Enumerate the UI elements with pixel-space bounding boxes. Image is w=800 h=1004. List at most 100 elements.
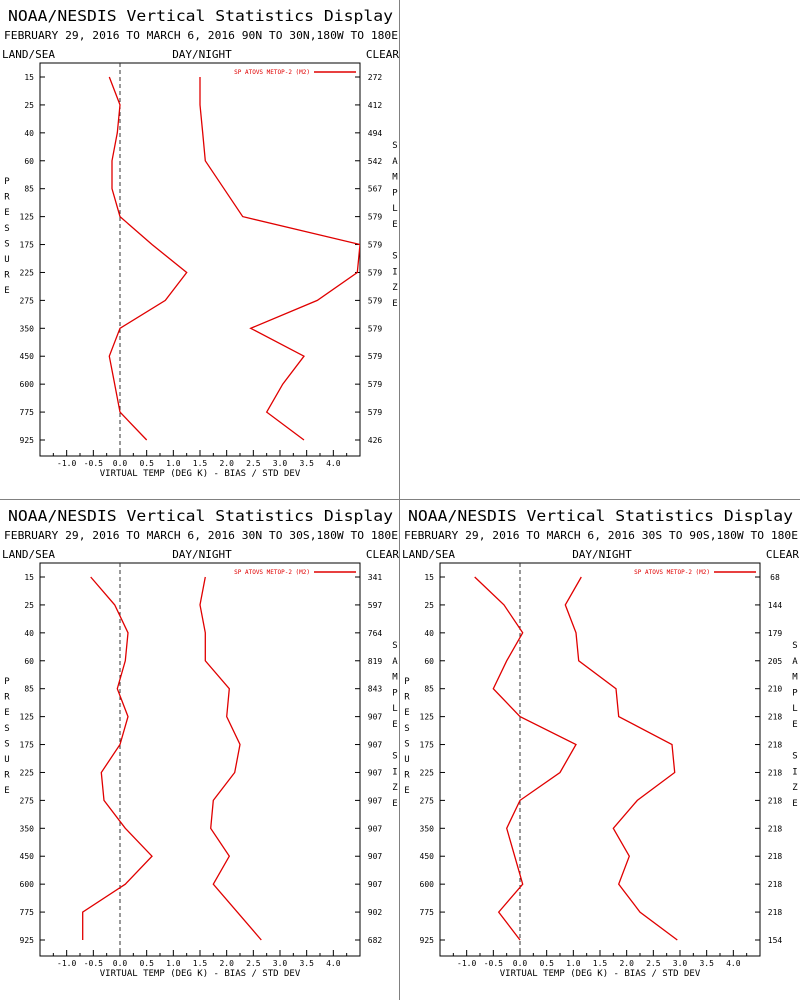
pressure-level-label: 60 [24,157,34,166]
sample-size-label: 218 [768,852,783,861]
x-tick-label: 2.0 [219,959,234,968]
x-tick-label: 3.0 [273,459,288,468]
y-axis-right-label-letter: P [792,688,798,698]
y-axis-label-letter: S [404,724,409,734]
chart-title: NOAA/NESDIS Vertical Statistics Display [8,507,393,525]
pressure-level-label: 25 [24,601,34,610]
bias-line [474,576,577,941]
y-axis-right-label-letter: S [392,641,397,651]
y-axis-right-label-letter: Z [392,283,398,293]
header-day-night: DAY/NIGHT [172,548,232,561]
sample-size-label: 68 [770,573,780,582]
y-axis-label-letter: R [4,271,10,281]
x-tick-label: 0.5 [139,959,154,968]
y-axis-right-label-letter: S [392,752,397,762]
pressure-level-label: 275 [20,796,35,805]
header-land-sea: LAND/SEA [402,548,455,561]
sample-size-label: 907 [368,768,383,777]
pressure-level-label: 85 [24,685,34,694]
header-clear: CLEAR [366,548,399,561]
y-axis-right-label-letter: M [392,173,398,183]
pressure-level-label: 15 [24,573,34,582]
pressure-level-label: 925 [420,936,435,945]
sample-size-label: 579 [368,380,383,389]
sample-size-label: 210 [768,685,783,694]
y-axis-right-label-letter: M [792,673,798,683]
sample-size-label: 907 [368,796,383,805]
y-axis-right-label-letter: E [392,220,397,230]
y-axis-right-label-letter: S [392,141,397,151]
y-axis-right-label-letter: E [392,299,397,309]
x-axis-label: VIRTUAL TEMP (DEG K) - BIAS / STD DEV [500,969,701,979]
legend-text: SP ATOVS METOP-2 (M2) [634,569,710,576]
y-axis-right-label-letter: L [392,704,397,714]
header-clear: CLEAR [366,48,399,61]
y-axis-label-letter: R [4,693,10,703]
sample-size-label: 843 [368,685,383,694]
pressure-level-label: 925 [20,936,35,945]
y-axis-label-letter: E [4,708,9,718]
y-axis-right-label-letter: Z [392,783,398,793]
plot-frame [39,562,361,957]
sample-size-label: 341 [368,573,383,582]
y-axis-right-label-letter: A [392,157,398,167]
y-axis-right-label-letter: I [392,767,397,777]
pressure-level-label: 350 [20,824,35,833]
y-axis-right-label-letter: E [392,799,397,809]
x-tick-label: 1.5 [593,959,608,968]
sample-size-label: 272 [368,73,383,82]
y-axis-label-letter: S [404,739,409,749]
pressure-level-label: 60 [424,657,434,666]
chart-subtitle: FEBRUARY 29, 2016 TO MARCH 6, 2016 30S T… [404,529,798,542]
y-axis-label-letter: S [4,739,9,749]
y-axis-label-letter: E [4,286,9,296]
pressure-level-label: 225 [20,768,35,777]
x-tick-label: 1.0 [166,959,181,968]
x-tick-label: 1.0 [566,959,581,968]
x-tick-label: -1.0 [457,959,476,968]
sample-size-label: 494 [368,129,383,138]
header-land-sea: LAND/SEA [2,548,55,561]
pressure-level-label: 40 [24,129,34,138]
y-axis-right-label-letter: L [392,204,397,214]
sample-size-label: 567 [368,185,383,194]
x-tick-label: 0.0 [513,959,528,968]
header-land-sea: LAND/SEA [2,48,55,61]
x-tick-label: 2.5 [246,459,261,468]
x-tick-label: 3.0 [273,959,288,968]
pressure-level-label: 15 [424,573,434,582]
sample-size-label: 205 [768,657,783,666]
pressure-level-label: 775 [20,408,35,417]
y-axis-right-label-letter: Z [792,783,798,793]
panel-90n-30n: NOAA/NESDIS Vertical Statistics Display F… [0,0,400,500]
pressure-level-label: 600 [420,880,435,889]
y-axis-label-letter: U [4,755,9,765]
sample-size-label: 579 [368,408,383,417]
sample-size-label: 907 [368,741,383,750]
y-axis-right-label-letter: E [792,799,797,809]
y-axis-label-letter: P [4,177,10,187]
sample-size-label: 579 [368,296,383,305]
pressure-level-label: 275 [420,796,435,805]
header-clear: CLEAR [766,548,799,561]
y-axis-label-letter: U [404,755,409,765]
y-axis-label-letter: R [404,771,410,781]
x-tick-label: 0.5 [139,459,154,468]
y-axis-right-label-letter: S [792,641,797,651]
x-tick-label: 3.0 [673,959,688,968]
sample-size-label: 579 [368,352,383,361]
plot-frame [39,62,361,457]
y-axis-label-letter: R [4,193,10,203]
chart-subtitle: FEBRUARY 29, 2016 TO MARCH 6, 2016 30N T… [4,529,398,542]
x-tick-label: 0.5 [539,959,554,968]
x-axis-label: VIRTUAL TEMP (DEG K) - BIAS / STD DEV [100,469,301,479]
x-tick-label: 3.5 [299,959,314,968]
x-tick-label: 1.5 [193,959,208,968]
sample-size-label: 218 [768,824,783,833]
x-tick-label: 4.0 [326,959,341,968]
sample-size-label: 579 [368,268,383,277]
x-tick-label: -1.0 [57,959,76,968]
sample-size-label: 579 [368,213,383,222]
vertical-divider [399,0,400,1000]
sample-size-label: 426 [368,436,383,445]
